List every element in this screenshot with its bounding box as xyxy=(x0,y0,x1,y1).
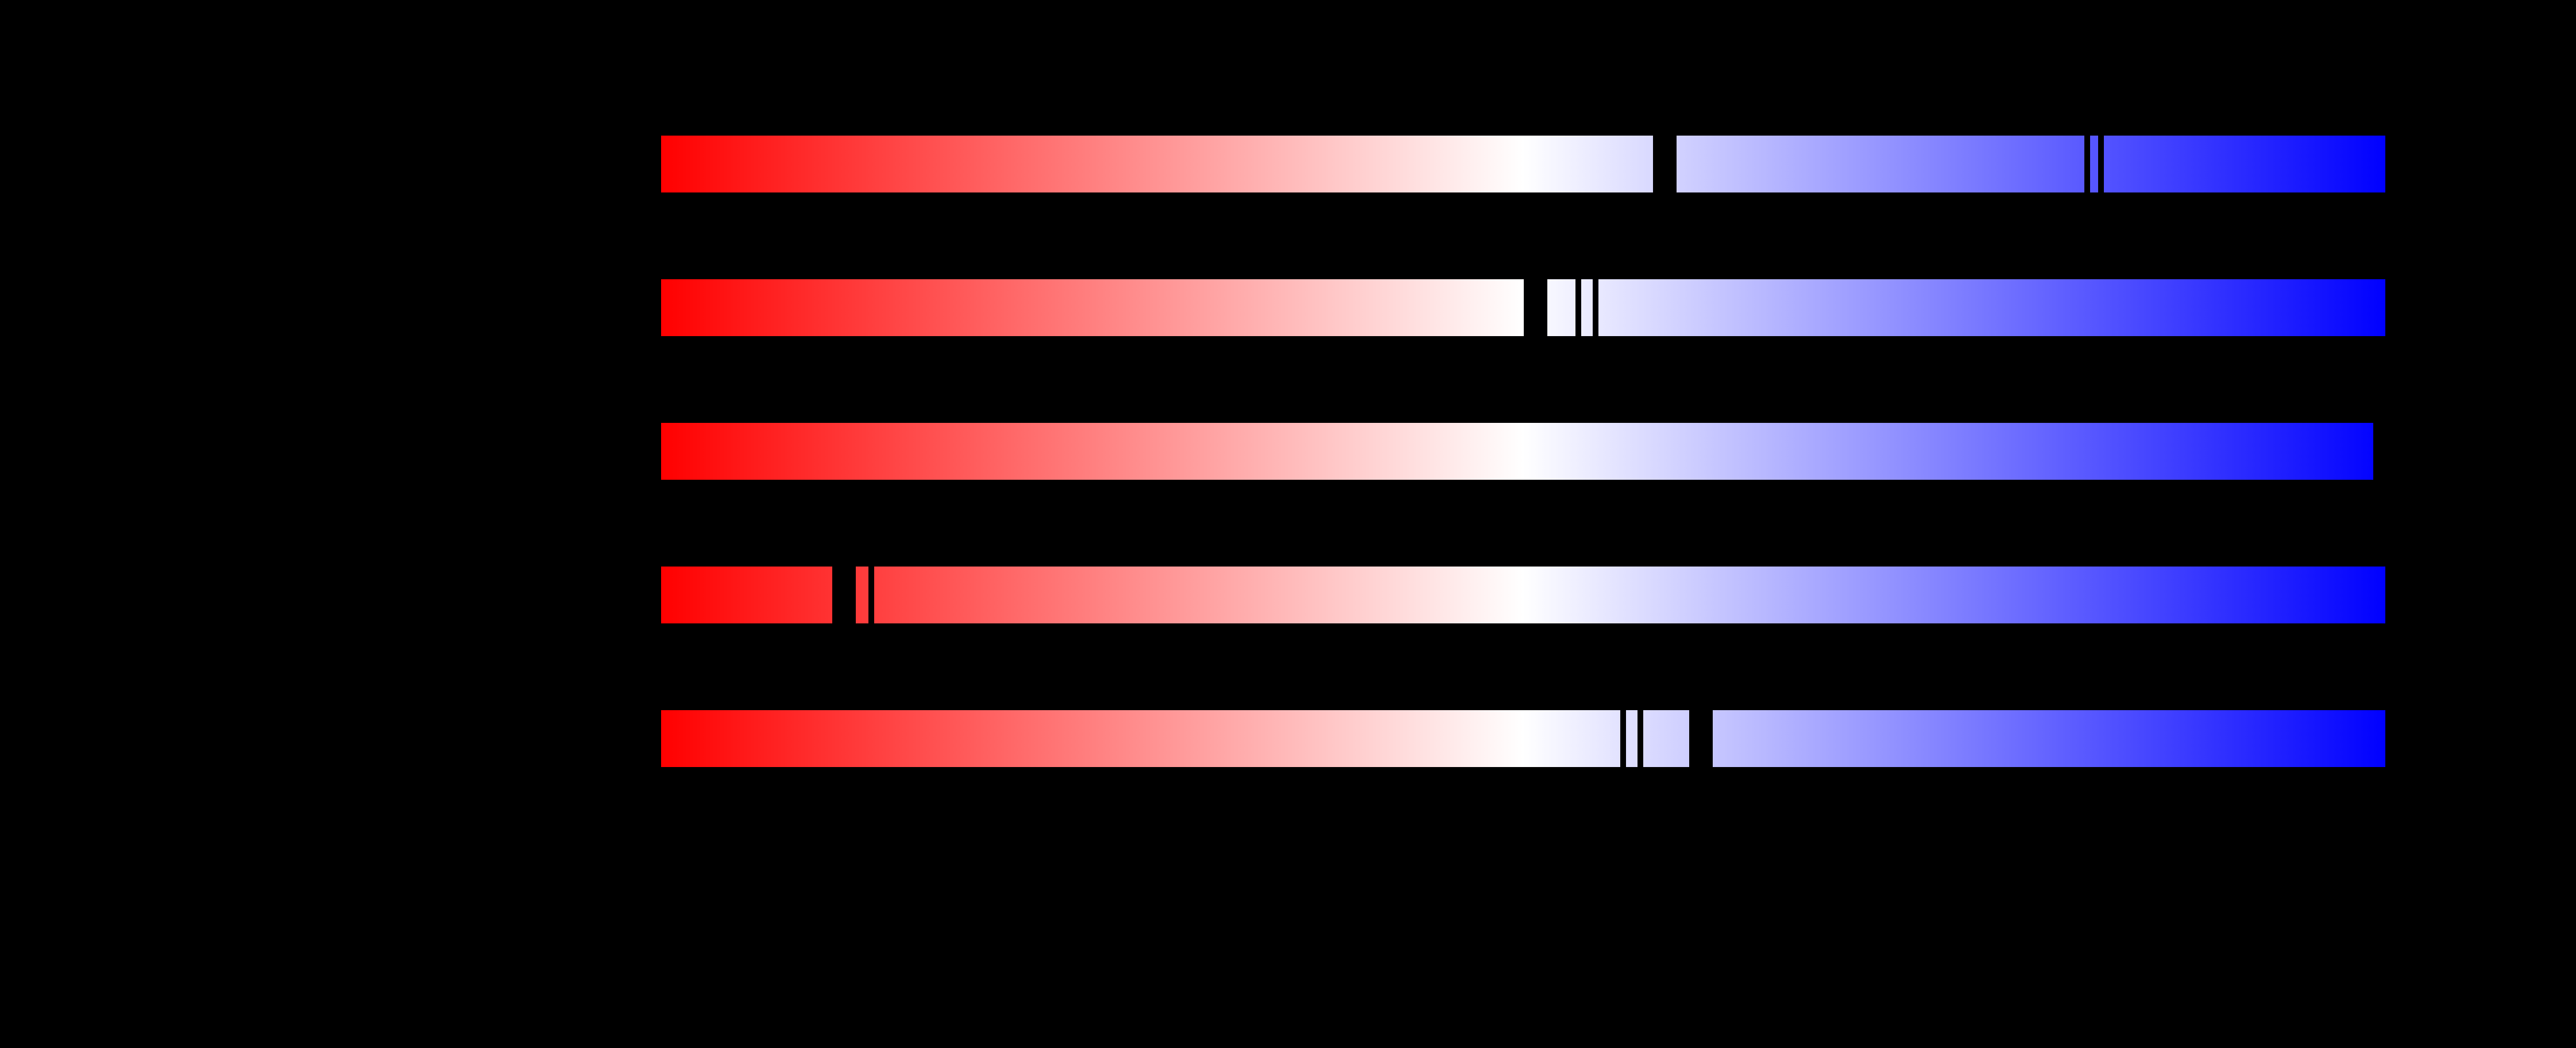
gradient-bar-row-4 xyxy=(661,566,2385,623)
thick-tick-marker xyxy=(1523,279,1547,336)
gradient-bar-row-2 xyxy=(661,279,2385,336)
thin-tick-marker xyxy=(1620,710,1627,767)
thin-tick-marker xyxy=(868,566,875,623)
thin-tick-marker xyxy=(2084,136,2090,192)
gradient-bar-row-1 xyxy=(661,136,2385,192)
thick-tick-marker xyxy=(2373,423,2385,480)
thin-tick-marker xyxy=(1575,279,1582,336)
thick-tick-marker xyxy=(1652,136,1677,192)
gradient-bar-row-5 xyxy=(661,710,2385,767)
thick-tick-marker xyxy=(832,566,856,623)
thick-tick-marker xyxy=(1689,710,1713,767)
thin-tick-marker xyxy=(1593,279,1599,336)
thin-tick-marker xyxy=(2098,136,2104,192)
gradient-bar-row-3 xyxy=(661,423,2385,480)
thin-tick-marker xyxy=(1637,710,1644,767)
